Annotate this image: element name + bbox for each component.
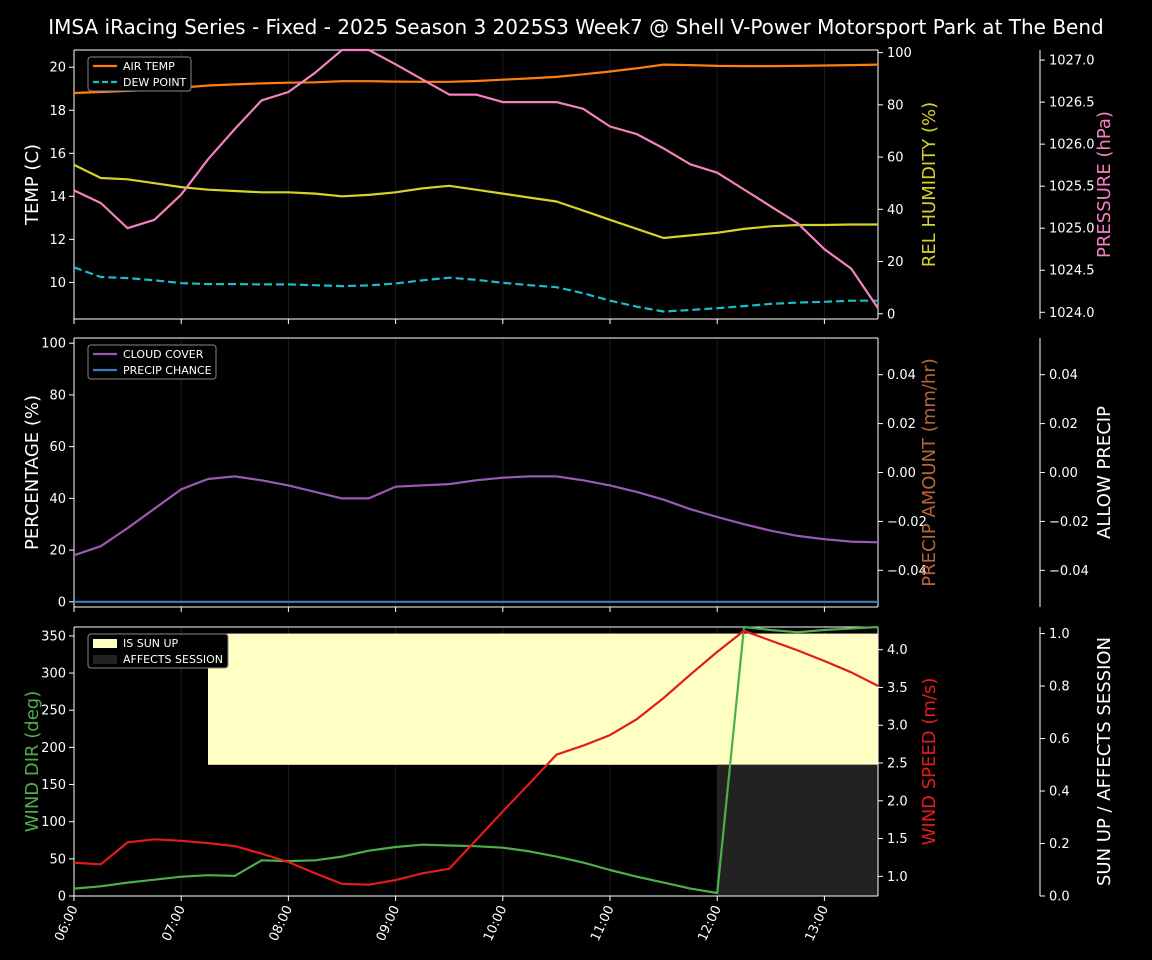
legend-label: IS SUN UP [123,637,179,650]
y-far-tick-label: −0.04 [1049,564,1089,579]
y-left-axis-label: TEMP (C) [22,144,43,226]
y-far-tick-label: 0.02 [1049,417,1078,432]
y-right-tick-label: 2.0 [887,794,908,809]
legend: IS SUN UP AFFECTS SESSION [87,633,229,669]
y-far-axis-label: SUN UP / AFFECTS SESSION [1094,637,1115,886]
y-left-tick-label: 18 [49,104,66,119]
y-left-tick-label: 300 [41,667,66,682]
legend-box [87,344,217,380]
legend-label: AIR TEMP [123,60,175,73]
chart-panels: 10 12 14 16 18 20 TEMP (C) 0 20 40 60 80 100 REL HUMI… [22,46,1115,944]
y-far-tick-label: 1025.5 [1049,180,1095,195]
pressure-line [73,48,879,309]
y-far-tick-label: 1024.5 [1049,264,1095,279]
y-left-tick-label: 80 [49,388,66,403]
legend-box [87,633,229,669]
y-right-tick-label: 0.00 [887,466,916,481]
y-left-tick-label: 0 [58,595,66,610]
panel-wind: 06:00 07:00 08:00 09:00 10:00 11:00 12:00 13:00… [22,625,1115,944]
chart-title: IMSA iRacing Series - Fixed - 2025 Seaso… [48,15,1103,39]
y-right-axis-label: REL HUMIDITY (%) [919,102,940,267]
y-far-tick-label: 1026.0 [1049,138,1095,153]
y-far-tick-label: 1024.0 [1049,306,1095,321]
y-far-axis-label: ALLOW PRECIP [1094,406,1115,539]
y-left-tick-label: 50 [49,852,66,867]
dew-point-line [73,266,878,313]
y-left-tick-label: 250 [41,704,66,719]
legend-label: DEW POINT [123,76,187,89]
y-left-tick-label: 10 [49,276,66,291]
y-far-tick-label: 1.0 [1049,627,1070,642]
panel-temperature: 10 12 14 16 18 20 TEMP (C) 0 20 40 60 80 100 REL HUMI… [22,46,1115,324]
y-right-tick-label: 80 [887,98,904,113]
y-right-tick-label: 0.04 [887,368,916,383]
y-far-tick-label: 0.4 [1049,785,1070,800]
y-right-tick-label: 3.0 [887,719,908,734]
wind-dir-line [73,625,879,895]
y-left-axis-label: PERCENTAGE (%) [22,395,43,550]
y-left-tick-label: 12 [49,233,66,248]
y-right-tick-label: 3.5 [887,681,908,696]
y-left-axis-label: WIND DIR (deg) [22,691,43,833]
y-far-tick-label: 1025.0 [1049,222,1095,237]
y-right-tick-label: 0.02 [887,417,916,432]
y-right-tick-label: −0.04 [887,564,927,579]
sun-up-region [208,633,878,765]
affects-session-region [717,764,878,896]
y-far-axis-label: PRESSURE (hPa) [1094,111,1115,258]
humidity-line [73,163,878,240]
y-right-axis-label: WIND SPEED (m/s) [919,678,940,846]
y-right-tick-label: 2.5 [887,757,908,772]
y-right-tick-label: −0.02 [887,515,927,530]
wind-speed-line [73,629,879,886]
y-right-tick-label: 100 [887,46,912,61]
y-far-tick-label: 0.00 [1049,466,1078,481]
legend-label: PRECIP CHANCE [123,364,212,377]
y-left-tick-label: 60 [49,440,66,455]
legend: CLOUD COVER PRECIP CHANCE [87,344,217,380]
y-right-tick-label: 4.0 [887,643,908,658]
cloud-cover-line [73,475,879,557]
legend-swatch [93,639,117,648]
y-right-tick-label: 0 [887,307,895,322]
y-far-tick-label: 1026.5 [1049,96,1095,111]
y-left-tick-label: 16 [49,147,66,162]
y-far-tick-label: 0.04 [1049,368,1078,383]
y-left-tick-label: 14 [49,190,66,205]
y-far-tick-label: 0.0 [1049,890,1070,905]
y-far-tick-label: 0.8 [1049,680,1070,695]
y-right-tick-label: 60 [887,151,904,166]
y-far-tick-label: −0.02 [1049,515,1089,530]
y-left-tick-label: 100 [41,337,66,352]
panel-precipitation: 0 20 40 60 80 100 PERCENTAGE (%) 0.04 0.02 0.00 −0… [22,337,1115,612]
y-far-tick-label: 0.2 [1049,837,1070,852]
y-left-tick-label: 40 [49,492,66,507]
y-left-tick-label: 20 [49,61,66,76]
legend: AIR TEMP DEW POINT [87,56,192,92]
y-left-tick-label: 100 [41,815,66,830]
y-right-axis-label: PRECIP AMOUNT (mm/hr) [919,358,940,587]
y-left-tick-label: 20 [49,544,66,559]
legend-swatch [93,655,117,664]
y-right-tick-label: 40 [887,203,904,218]
y-right-tick-label: 20 [887,255,904,270]
y-left-tick-label: 150 [41,778,66,793]
y-right-tick-label: 1.5 [887,832,908,847]
legend-label: CLOUD COVER [123,348,204,361]
y-far-tick-label: 0.6 [1049,732,1070,747]
y-left-tick-label: 350 [41,629,66,644]
y-far-tick-label: 1027.0 [1049,54,1095,69]
air-temp-line [73,63,879,95]
y-left-tick-label: 200 [41,741,66,756]
y-right-tick-label: 1.0 [887,870,908,885]
y-left-tick-label: 0 [58,890,66,905]
legend-label: AFFECTS SESSION [123,653,223,666]
